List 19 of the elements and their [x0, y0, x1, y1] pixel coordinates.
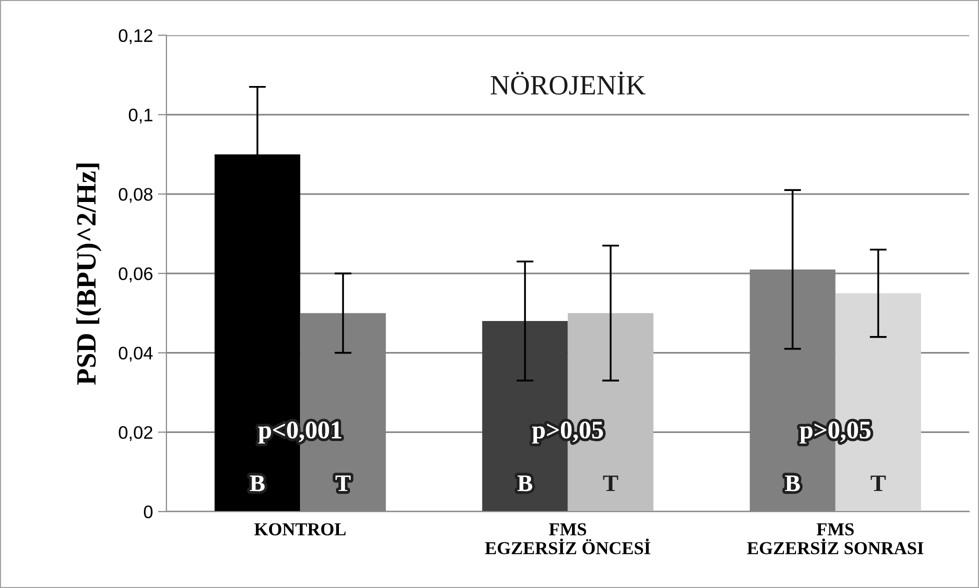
series-label: B	[250, 476, 265, 492]
y-axis-title: PSD [(BPU)^2/Hz]	[76, 164, 102, 385]
annotation: p<0,001	[258, 422, 342, 444]
text: T	[870, 476, 886, 492]
y-tick-label: 0,06	[118, 267, 152, 282]
text: T	[603, 476, 618, 492]
y-tick-label: 0,12	[118, 29, 152, 44]
y-tick-label: 0,08	[118, 188, 152, 203]
text: B	[518, 476, 532, 492]
y-tick-label: 0,02	[118, 426, 152, 442]
x-tick-label: FMS EGZERSİZ ÖNCESİ	[485, 523, 650, 554]
x-tick-label: FMS EGZERSİZ SONRASI	[747, 523, 924, 554]
x-tick-label: KONTROL	[254, 523, 346, 536]
y-tick-label: 0,04	[118, 346, 153, 362]
y-tick-label: 0,1	[128, 108, 152, 124]
series-label: T	[336, 476, 351, 492]
text: NÖROJENİK	[490, 72, 646, 95]
y-tick-label: 0	[144, 505, 153, 518]
text: B	[785, 476, 800, 492]
